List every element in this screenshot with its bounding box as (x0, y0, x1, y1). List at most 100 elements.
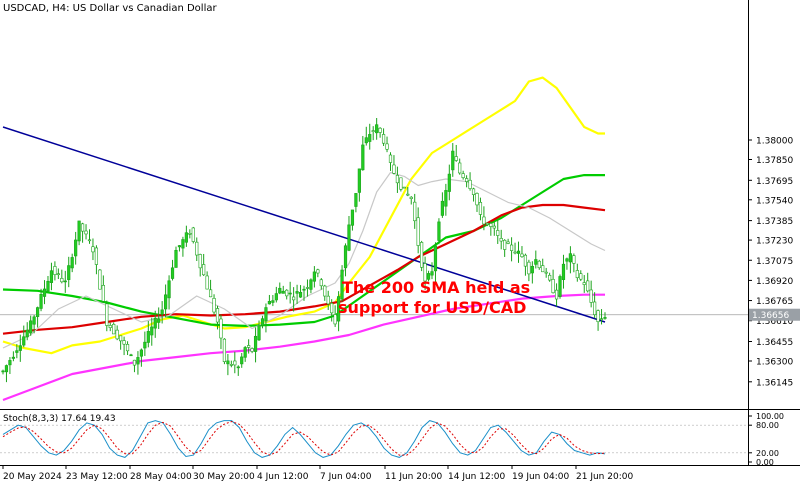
annotation-line-2: support for USD/CAD (338, 298, 526, 317)
y-tick-label: 1.38000 (756, 137, 793, 147)
candle-bear (125, 344, 130, 352)
stoch-title: Stoch(8,3,3) 17.64 19.43 (3, 414, 116, 424)
candle-bear (233, 360, 237, 366)
candle-bull (350, 209, 355, 226)
candle-bear (471, 188, 476, 195)
candle-bear (527, 261, 531, 275)
candle-bear (188, 232, 192, 235)
candle-bear (402, 186, 406, 189)
candle-bear (416, 217, 420, 246)
candle-bull (143, 341, 147, 349)
candle-bear (478, 202, 483, 215)
candle-bear (475, 193, 479, 206)
candle-bear (548, 274, 552, 281)
candle-bull (534, 259, 538, 265)
candle-bull (343, 245, 348, 269)
candle-bear (202, 264, 206, 276)
y-tick-label: 1.37540 (756, 196, 793, 206)
x-tick-label: 30 May 20:00 (193, 472, 255, 482)
y-tick-label: 1.36610 (756, 317, 793, 327)
candle-bull (267, 300, 272, 305)
candle-bear (122, 340, 126, 345)
candle-bull (170, 267, 175, 279)
candle-bear (392, 164, 396, 174)
candle-bear (599, 318, 604, 320)
candle-bull (29, 320, 33, 334)
candle-bear (191, 227, 195, 242)
candle-bear (579, 273, 583, 280)
candle-bull (309, 279, 313, 290)
candle-bear (84, 230, 88, 235)
candle-bull (558, 276, 562, 297)
candle-bear (596, 310, 600, 323)
candle-bear (381, 134, 386, 144)
candle-bear (523, 254, 528, 267)
candle-bear (537, 260, 541, 269)
candle-bull (281, 290, 285, 294)
candle-bear (316, 269, 320, 274)
candle-bear (378, 127, 382, 133)
candle-bull (295, 291, 299, 294)
y-tick-label: 1.37075 (756, 257, 793, 267)
candle-bear (499, 238, 503, 242)
candle-bull (63, 280, 67, 283)
candle-bull (278, 287, 282, 294)
candle-bear (115, 329, 119, 340)
candle-bear (454, 156, 458, 161)
candle-bull (433, 245, 438, 272)
x-tick-label: 4 Jun 12:00 (257, 472, 309, 482)
candle-bull (160, 309, 164, 315)
candle-bull (243, 347, 247, 358)
candle-bear (132, 359, 137, 366)
candle-bull (257, 325, 261, 341)
ma-line-1 (2, 174, 605, 327)
candle-bull (347, 224, 351, 251)
candle-bull (226, 360, 230, 365)
candle-bull (1, 370, 5, 373)
candle-bear (551, 279, 555, 294)
candle-bull (174, 249, 178, 268)
candle-bear (468, 179, 472, 189)
candle-bear (101, 285, 105, 302)
candle-bull (430, 271, 434, 276)
candle-bear (492, 225, 496, 229)
candle-bull (77, 220, 81, 242)
x-tick-label: 14 Jun 12:00 (448, 472, 505, 482)
candle-bear (572, 255, 576, 264)
candle-bull (451, 150, 455, 171)
ma-line-4 (2, 171, 606, 349)
candle-bull (312, 271, 316, 282)
candle-bull (298, 291, 303, 298)
candle-bull (42, 288, 47, 297)
y-tick-label: 1.36300 (756, 358, 793, 368)
candle-bear (119, 335, 123, 342)
candle-bull (67, 265, 71, 280)
candle-bull (18, 345, 22, 351)
candle-bear (60, 278, 64, 283)
candle-bear (503, 239, 507, 250)
candle-bull (444, 190, 448, 207)
candle-bear (98, 269, 102, 290)
y-tick-label: 1.37385 (756, 217, 793, 227)
stoch-tick-label: 0.00 (756, 458, 774, 467)
candle-bull (35, 307, 40, 317)
candle-bull (561, 263, 566, 280)
candle-bull (177, 245, 182, 248)
candle-bear (250, 348, 254, 352)
candle-bear (423, 263, 427, 282)
candle-bull (146, 331, 150, 343)
candle-bull (8, 360, 12, 366)
candle-bull (302, 288, 306, 291)
candle-bull (274, 293, 278, 301)
candle-bear (319, 279, 323, 287)
candle-bear (222, 338, 227, 362)
stoch-tick-label: 80.00 (756, 421, 779, 430)
candle-bear (94, 247, 99, 265)
candle-bull (22, 336, 26, 346)
y-tick-label: 1.36765 (756, 297, 793, 307)
candle-bull (49, 270, 54, 283)
y-tick-label: 1.37230 (756, 237, 793, 247)
